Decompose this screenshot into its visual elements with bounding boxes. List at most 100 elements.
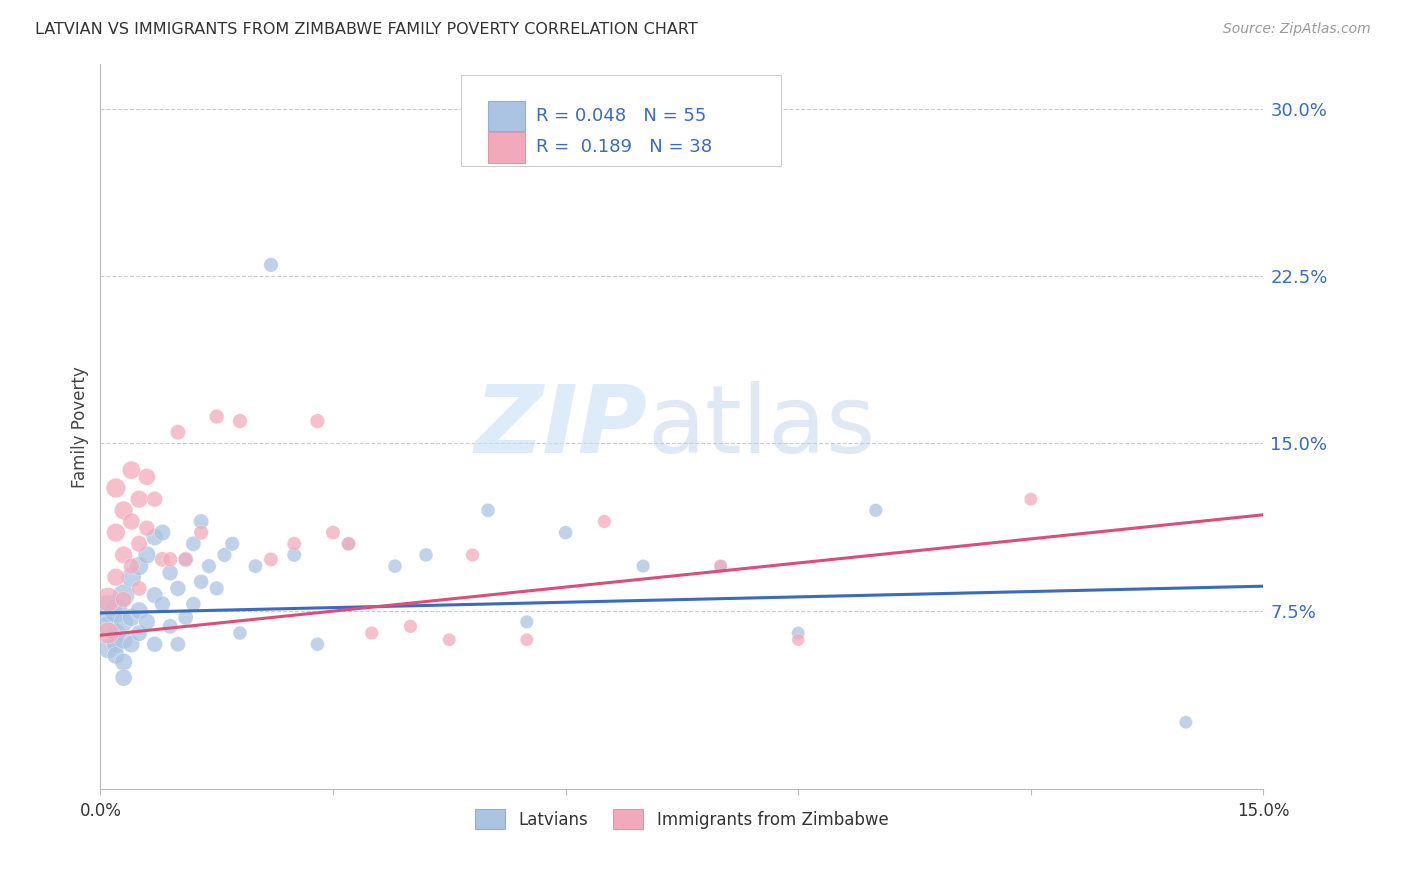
Point bbox=[1174, 715, 1197, 730]
Point bbox=[174, 610, 197, 624]
Point bbox=[205, 582, 228, 596]
Point bbox=[787, 626, 810, 640]
Text: LATVIAN VS IMMIGRANTS FROM ZIMBABWE FAMILY POVERTY CORRELATION CHART: LATVIAN VS IMMIGRANTS FROM ZIMBABWE FAMI… bbox=[35, 22, 697, 37]
Point bbox=[190, 574, 212, 589]
Point bbox=[112, 588, 135, 602]
Point bbox=[477, 503, 499, 517]
Point bbox=[214, 548, 236, 562]
Point bbox=[112, 632, 135, 647]
Point bbox=[97, 641, 120, 656]
Point bbox=[150, 525, 173, 540]
Text: R = 0.048   N = 55: R = 0.048 N = 55 bbox=[537, 107, 707, 125]
Point bbox=[307, 414, 329, 428]
Point bbox=[120, 637, 142, 651]
Point bbox=[104, 570, 127, 584]
Point bbox=[104, 525, 127, 540]
Point bbox=[112, 548, 135, 562]
Point bbox=[787, 632, 810, 647]
Text: atlas: atlas bbox=[647, 381, 876, 473]
Point bbox=[260, 552, 283, 566]
Point bbox=[198, 559, 221, 574]
Point bbox=[97, 626, 120, 640]
Y-axis label: Family Poverty: Family Poverty bbox=[72, 366, 89, 488]
Point bbox=[710, 559, 733, 574]
FancyBboxPatch shape bbox=[461, 75, 780, 166]
Point bbox=[104, 481, 127, 495]
Point bbox=[97, 619, 120, 633]
Point bbox=[104, 626, 127, 640]
Point bbox=[120, 559, 142, 574]
Point bbox=[631, 559, 654, 574]
Point bbox=[128, 604, 150, 618]
Point bbox=[128, 559, 150, 574]
Point bbox=[104, 604, 127, 618]
Point bbox=[183, 597, 205, 611]
Text: ZIP: ZIP bbox=[474, 381, 647, 473]
Point bbox=[135, 548, 157, 562]
Point bbox=[159, 552, 181, 566]
Point bbox=[174, 552, 197, 566]
Point bbox=[245, 559, 267, 574]
Point bbox=[128, 492, 150, 507]
Point bbox=[97, 601, 120, 615]
Point bbox=[415, 548, 437, 562]
Point bbox=[554, 525, 576, 540]
Point bbox=[710, 559, 733, 574]
Point bbox=[190, 515, 212, 529]
Point bbox=[143, 588, 166, 602]
Point bbox=[174, 552, 197, 566]
Point bbox=[135, 470, 157, 484]
Point bbox=[283, 537, 305, 551]
Point bbox=[461, 548, 484, 562]
Point bbox=[159, 566, 181, 580]
Point bbox=[260, 258, 283, 272]
Point bbox=[120, 463, 142, 477]
Point bbox=[150, 597, 173, 611]
Point bbox=[190, 525, 212, 540]
Point bbox=[229, 414, 252, 428]
Point bbox=[322, 525, 344, 540]
Point bbox=[112, 503, 135, 517]
Point bbox=[283, 548, 305, 562]
Point bbox=[104, 637, 127, 651]
Point bbox=[167, 425, 190, 440]
Point bbox=[143, 492, 166, 507]
Point bbox=[112, 615, 135, 629]
Point bbox=[120, 610, 142, 624]
Point bbox=[221, 537, 243, 551]
Point bbox=[128, 537, 150, 551]
Point bbox=[516, 615, 538, 629]
Point bbox=[399, 619, 422, 633]
Point bbox=[439, 632, 461, 647]
Point bbox=[120, 570, 142, 584]
Point bbox=[337, 537, 360, 551]
Point bbox=[183, 537, 205, 551]
Point bbox=[337, 537, 360, 551]
Point bbox=[135, 521, 157, 535]
Point bbox=[159, 619, 181, 633]
Point bbox=[112, 592, 135, 607]
Point bbox=[167, 637, 190, 651]
Point bbox=[865, 503, 887, 517]
Point bbox=[593, 515, 616, 529]
Point bbox=[1019, 492, 1042, 507]
Point bbox=[150, 552, 173, 566]
Point bbox=[120, 515, 142, 529]
Point bbox=[128, 626, 150, 640]
Point bbox=[384, 559, 406, 574]
Point bbox=[229, 626, 252, 640]
FancyBboxPatch shape bbox=[488, 132, 524, 162]
Legend: Latvians, Immigrants from Zimbabwe: Latvians, Immigrants from Zimbabwe bbox=[468, 803, 896, 835]
Point bbox=[167, 582, 190, 596]
Point bbox=[360, 626, 382, 640]
Point bbox=[135, 615, 157, 629]
Point bbox=[307, 637, 329, 651]
Point bbox=[112, 655, 135, 669]
Point bbox=[112, 671, 135, 685]
Point bbox=[104, 648, 127, 663]
Text: Source: ZipAtlas.com: Source: ZipAtlas.com bbox=[1223, 22, 1371, 37]
Point bbox=[97, 592, 120, 607]
Text: R =  0.189   N = 38: R = 0.189 N = 38 bbox=[537, 138, 713, 156]
Point bbox=[205, 409, 228, 424]
Point bbox=[143, 530, 166, 544]
